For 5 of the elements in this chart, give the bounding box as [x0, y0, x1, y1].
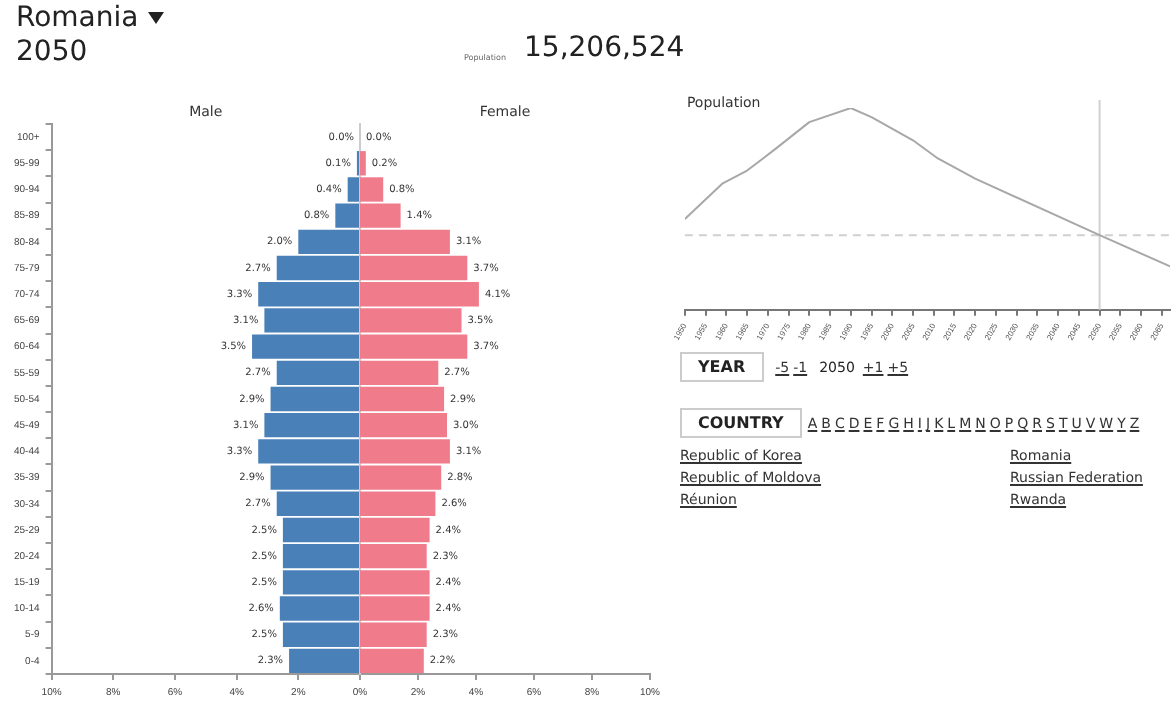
chart-title: Romania — [16, 2, 139, 34]
text: COUNTRY — [680, 408, 802, 438]
text: 15,206,524 — [524, 32, 685, 64]
text: YEAR — [680, 352, 764, 382]
chart-subtitle: 2050 — [16, 36, 88, 68]
